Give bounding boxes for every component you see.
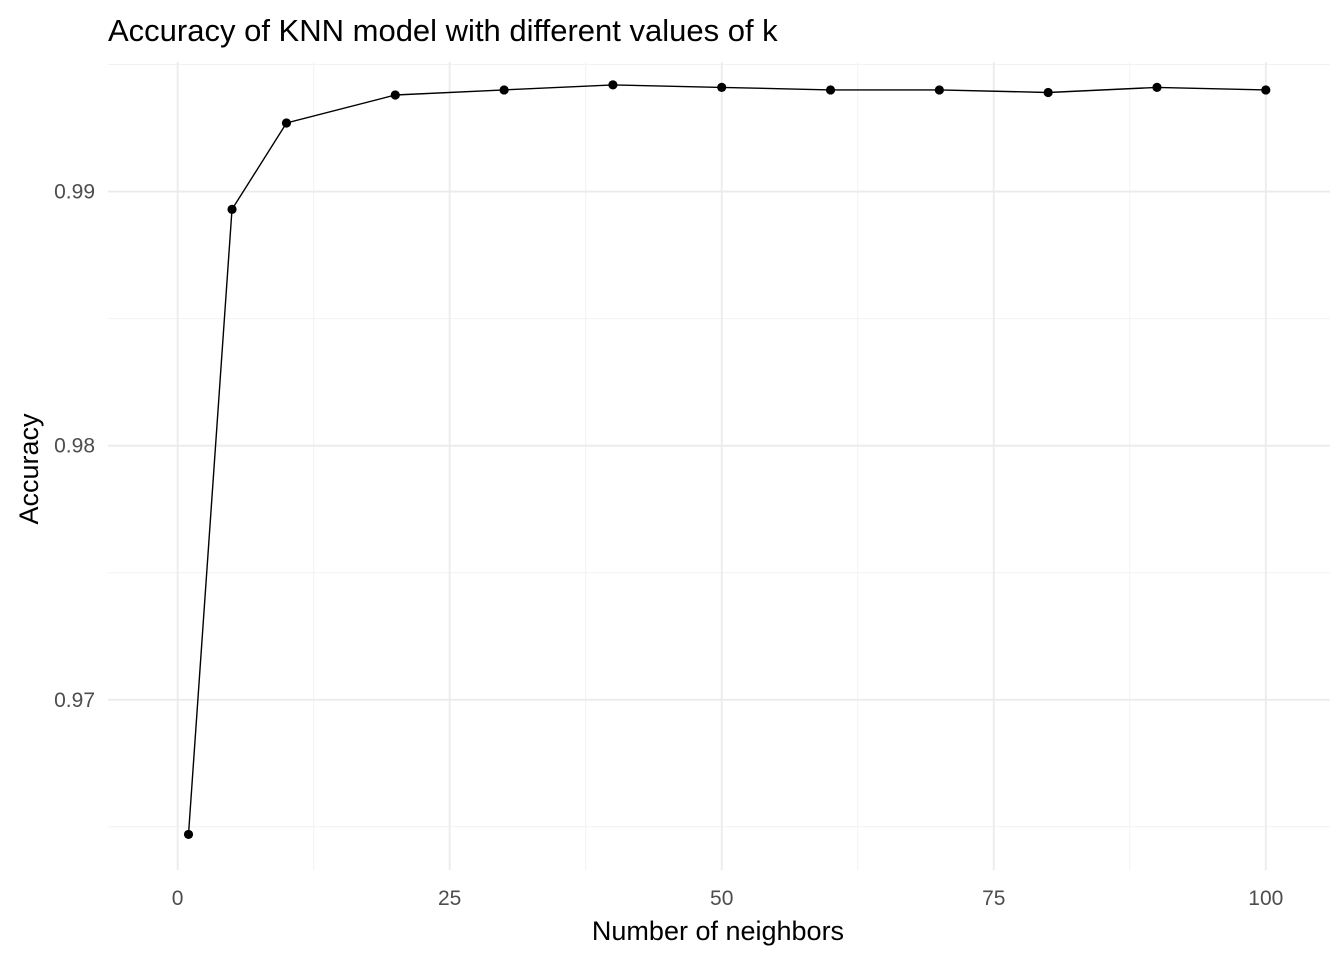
data-point	[608, 80, 618, 90]
data-point	[934, 85, 944, 95]
data-point	[825, 85, 836, 95]
data-point	[183, 829, 194, 840]
data-point	[1261, 85, 1271, 95]
x-axis-title: Number of neighbors	[592, 916, 844, 946]
data-point	[1043, 87, 1053, 98]
x-tick-label: 25	[438, 887, 461, 910]
y-tick-label: 0.98	[54, 435, 95, 458]
x-tick-label: 100	[1248, 887, 1283, 910]
series-line	[187, 84, 1266, 835]
x-tick-label: 75	[982, 887, 1005, 910]
data-points	[183, 80, 1271, 840]
y-tick-label: 0.99	[54, 181, 95, 204]
grid	[108, 62, 1330, 870]
y-axis-title: Accuracy	[14, 413, 44, 525]
data-point	[281, 118, 292, 128]
data-point	[499, 85, 509, 95]
data-point	[717, 82, 727, 93]
data-point	[227, 204, 237, 214]
y-tick-label: 0.97	[54, 689, 95, 712]
x-tick-label: 0	[172, 887, 184, 910]
axis-ticks: 0 25 50 75 100 0.97 0.98 0.99	[54, 181, 1283, 910]
x-tick-label: 50	[710, 887, 733, 910]
data-point	[390, 90, 400, 100]
data-point	[1152, 82, 1162, 93]
chart-title: Accuracy of KNN model with different val…	[108, 13, 778, 48]
